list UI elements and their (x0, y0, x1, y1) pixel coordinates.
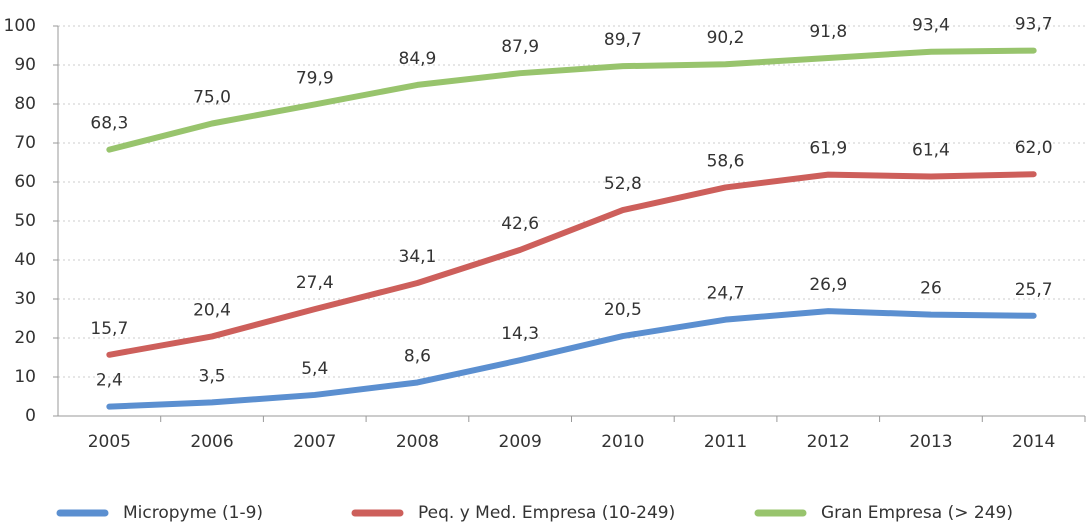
data-label: 90,2 (707, 28, 745, 48)
y-tick-label: 10 (14, 367, 36, 387)
data-label: 68,3 (90, 114, 128, 134)
x-tick-label: 2010 (601, 432, 644, 452)
data-label: 2,4 (96, 371, 123, 391)
data-label: 25,7 (1015, 280, 1053, 300)
data-label: 15,7 (90, 319, 128, 339)
legend-label: Micropyme (1-9) (123, 503, 263, 523)
data-label: 79,9 (296, 68, 334, 88)
data-label: 58,6 (707, 151, 745, 171)
x-tick-label: 2008 (396, 432, 439, 452)
data-label: 75,0 (193, 88, 231, 108)
x-tick-label: 2012 (807, 432, 850, 452)
series-line (106, 171, 1037, 358)
data-label: 3,5 (199, 366, 226, 386)
y-tick-label: 20 (14, 328, 36, 348)
x-tick-label: 2013 (909, 432, 952, 452)
legend-label: Peq. y Med. Empresa (10-249) (418, 503, 675, 523)
data-label: 27,4 (296, 273, 334, 293)
data-label: 24,7 (707, 284, 745, 304)
data-label: 8,6 (404, 346, 431, 366)
data-label: 34,1 (399, 247, 437, 267)
data-label: 20,4 (193, 300, 231, 320)
y-tick-label: 90 (14, 55, 36, 75)
data-label: 93,4 (912, 16, 950, 36)
legend-label: Gran Empresa (> 249) (821, 503, 1013, 523)
data-label: 26,9 (809, 275, 847, 295)
data-label: 62,0 (1015, 138, 1053, 158)
data-label: 26 (920, 279, 942, 299)
data-label: 61,4 (912, 141, 950, 161)
series-line (106, 308, 1037, 410)
y-tick-label: 50 (14, 211, 36, 231)
data-label: 89,7 (604, 30, 642, 50)
series-line (106, 47, 1037, 153)
y-tick-label: 0 (25, 406, 36, 426)
x-tick-label: 2006 (190, 432, 233, 452)
data-label: 42,6 (501, 214, 539, 234)
x-tick-label: 2014 (1012, 432, 1055, 452)
y-tick-label: 30 (14, 289, 36, 309)
x-tick-label: 2011 (704, 432, 747, 452)
y-tick-label: 80 (14, 94, 36, 114)
data-label: 84,9 (399, 49, 437, 69)
data-label: 5,4 (301, 359, 328, 379)
data-label: 93,7 (1015, 15, 1053, 35)
data-label: 14,3 (501, 324, 539, 344)
data-label: 20,5 (604, 300, 642, 320)
data-label: 61,9 (809, 139, 847, 159)
data-label: 87,9 (501, 37, 539, 57)
x-tick-label: 2007 (293, 432, 336, 452)
y-tick-label: 100 (4, 16, 36, 36)
data-label: 52,8 (604, 174, 642, 194)
y-tick-label: 40 (14, 250, 36, 270)
y-tick-label: 70 (14, 133, 36, 153)
y-tick-label: 60 (14, 172, 36, 192)
x-tick-label: 2005 (88, 432, 131, 452)
x-tick-label: 2009 (499, 432, 542, 452)
data-label: 91,8 (809, 22, 847, 42)
